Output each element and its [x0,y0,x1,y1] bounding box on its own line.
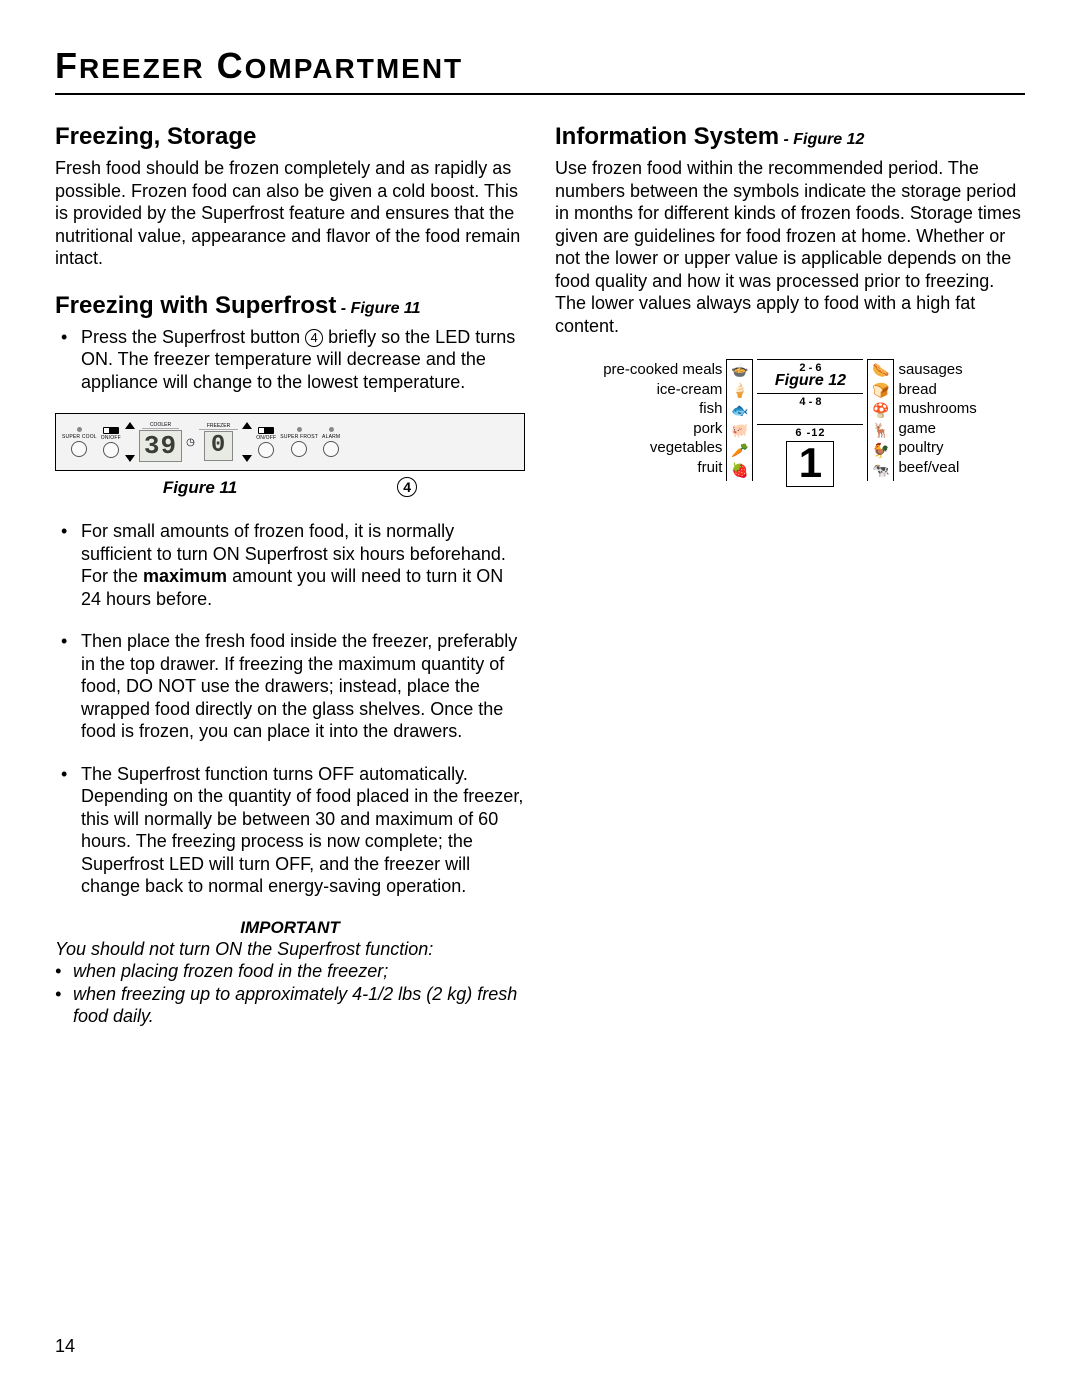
alarm-button[interactable] [323,441,339,457]
fig12-right-labels: sausages bread mushrooms game poultry be… [898,359,976,476]
beefveal-icon: 🐄 [870,461,891,480]
control-panel: SUPER COOL ON/OFF COOLER 39 ◷ [55,413,525,471]
clock-icon: ◷ [186,437,195,448]
bullet-press-superfrost: Press the Superfrost button 4 briefly so… [81,326,525,394]
figure-12-caption: Figure 12 [775,372,846,390]
big-1: 1 [786,441,834,487]
bullet-auto-off: The Superfrost function turns OFF automa… [81,763,525,898]
label-pork: pork [603,420,722,437]
freezer-label: FREEZER [199,423,238,430]
label-poultry: poultry [898,439,976,456]
freezer-updown [242,422,252,462]
figure-11-caption: Figure 11 [163,478,237,498]
alarm-group: ALARM [322,427,340,457]
fig12-left-labels: pre-cooked meals ice-cream fish pork veg… [603,359,722,476]
freezer-display: FREEZER 0 [199,423,238,461]
cooler-up-icon[interactable] [125,422,135,429]
label-sausages: sausages [898,361,976,378]
game-icon: 🦌 [870,421,891,440]
cooler-down-icon[interactable] [125,455,135,462]
important-item-2: when freezing up to approximately 4-1/2 … [73,983,525,1028]
bullet-small-amounts: For small amounts of frozen food, it is … [81,520,525,610]
page-title: FREEZER COMPARTMENT [55,45,1025,95]
fig12-left-icons: 🍲 🍦 🐟 🐖 🥕 🍓 [726,359,753,481]
cooler-display: COOLER 39 [139,422,182,462]
onoff-left-label: ON/OFF [101,435,121,441]
freezer-down-icon[interactable] [242,455,252,462]
important-lead: You should not turn ON the Superfrost fu… [55,938,525,961]
alarm-led-icon [329,427,334,432]
label-mushrooms: mushrooms [898,400,976,417]
mushrooms-icon: 🍄 [870,401,891,420]
superfrost-group: SUPER FROST [280,427,318,457]
poultry-icon: 🐓 [870,441,891,460]
label-precooked: pre-cooked meals [603,361,722,378]
left-column: Freezing, Storage Fresh food should be f… [55,123,525,1028]
center-icons: ◷ [186,437,195,448]
onoff-right-button[interactable] [258,442,274,458]
onoff-left-button[interactable] [103,442,119,458]
superfrost-label: SUPER FROST [280,434,318,440]
range-4-8: 4 - 8 [799,396,821,408]
sausages-icon: 🌭 [870,361,891,380]
cooler-value: 39 [139,430,182,462]
supercool-group: SUPER COOL [62,427,97,457]
freezer-value: 0 [204,431,233,461]
label-fruit: fruit [603,459,722,476]
figure-12: pre-cooked meals ice-cream fish pork veg… [555,359,1025,487]
supercool-label: SUPER COOL [62,434,97,440]
superfrost-button[interactable] [291,441,307,457]
icecream-icon: 🍦 [729,381,750,400]
label-bread: bread [898,381,976,398]
alarm-label: ALARM [322,434,340,440]
range-6-12: 6 -12 [795,427,825,439]
callout-4-icon: 4 [305,329,323,347]
onoff-right-label: ON/OFF [256,435,276,441]
cooler-label: COOLER [142,422,179,429]
superfrost-led-icon [297,427,302,432]
para-info: Use frozen food within the recommended p… [555,157,1025,337]
onoff-left-group: ON/OFF [101,427,121,458]
freezer-up-icon[interactable] [242,422,252,429]
onoff-right-group: ON/OFF [256,427,276,458]
label-icecream: ice-cream [603,381,722,398]
heading-superfrost: Freezing with Superfrost - Figure 11 [55,292,525,320]
heading-info-system: Information System - Figure 12 [555,123,1025,151]
label-game: game [898,420,976,437]
important-item-1: when placing frozen food in the freezer; [73,960,525,983]
bread-icon: 🍞 [870,381,891,400]
figure-11: SUPER COOL ON/OFF COOLER 39 ◷ [55,413,525,498]
cooler-updown [125,422,135,462]
pork-icon: 🐖 [729,421,750,440]
fish-icon: 🐟 [729,401,750,420]
label-beefveal: beef/veal [898,459,976,476]
supercool-led-icon [77,427,82,432]
important-heading: IMPORTANT [55,918,525,938]
supercool-button[interactable] [71,441,87,457]
figure-11-callout: 4 [397,477,417,498]
heading-freezing-storage: Freezing, Storage [55,123,525,151]
page-number: 14 [55,1336,75,1357]
bullet-place-food: Then place the fresh food inside the fre… [81,630,525,743]
onoff-right-switch-icon [258,427,274,434]
para-storage: Fresh food should be frozen completely a… [55,157,525,270]
fig12-right-icons: 🌭 🍞 🍄 🦌 🐓 🐄 [867,359,894,481]
fruit-icon: 🍓 [729,461,750,480]
label-vegetables: vegetables [603,439,722,456]
label-fish: fish [603,400,722,417]
onoff-switch-icon [103,427,119,434]
fig12-center: 2 - 6 Figure 12 4 - 8 6 -12 1 [757,359,863,487]
vegetables-icon: 🥕 [729,441,750,460]
right-column: Information System - Figure 12 Use froze… [555,123,1025,1028]
precooked-icon: 🍲 [729,361,750,380]
